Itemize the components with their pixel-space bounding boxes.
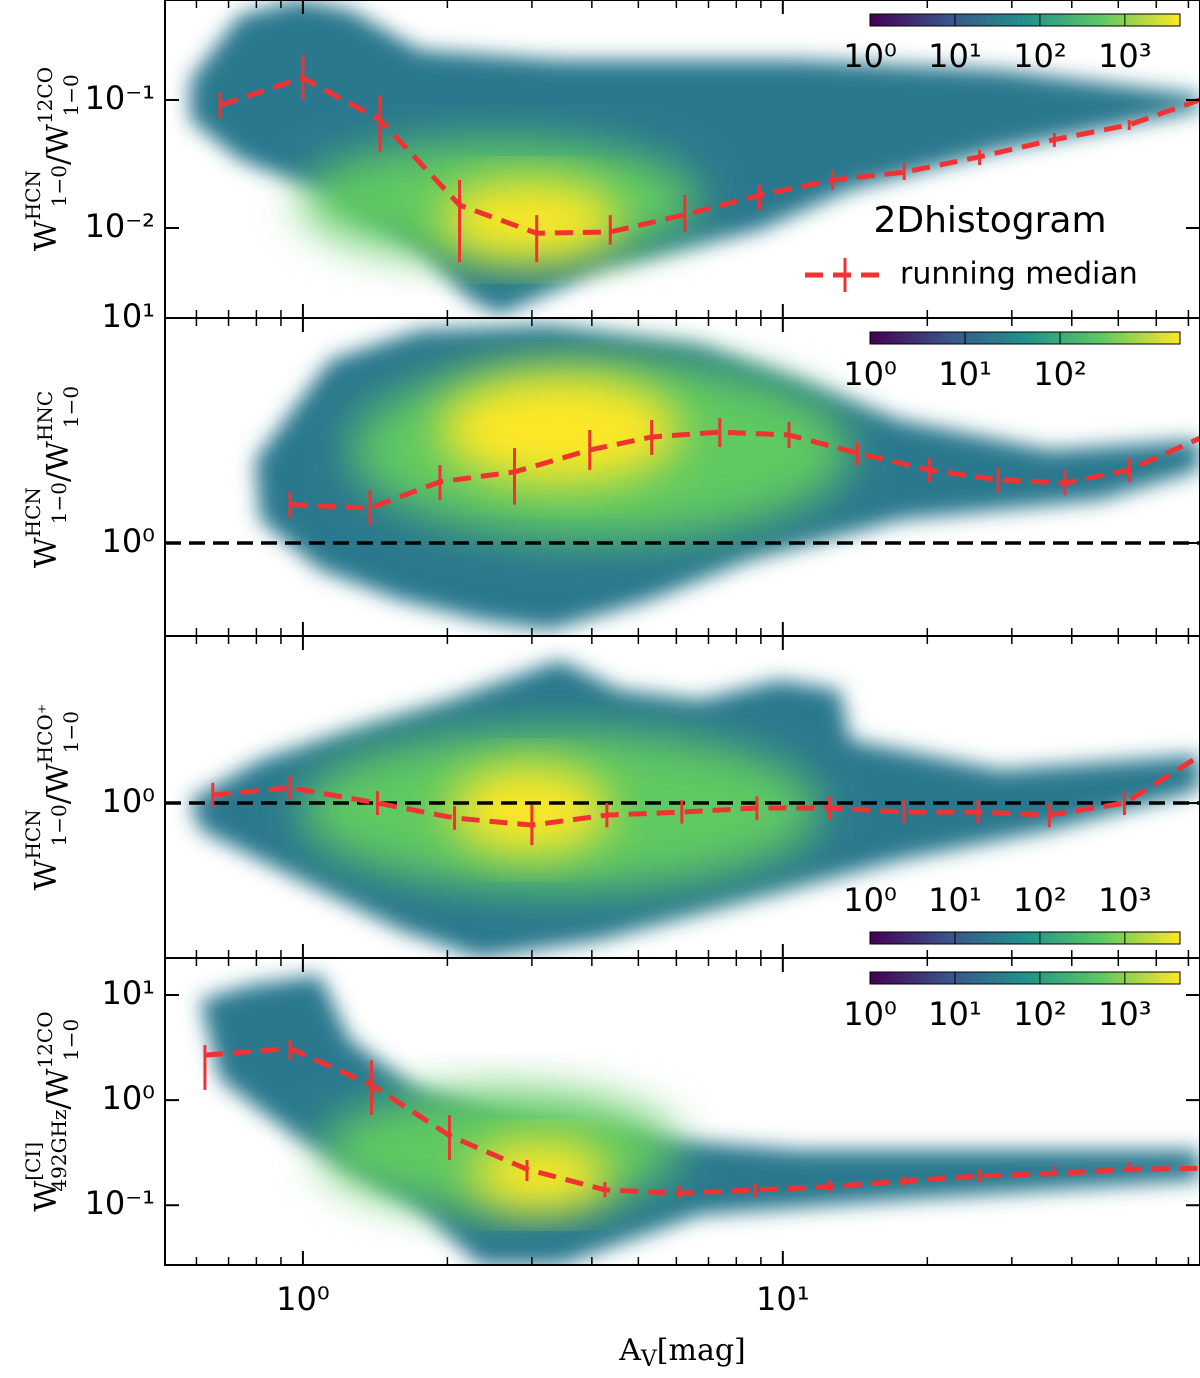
label-main: W xyxy=(29,537,64,568)
label-sup: HNC xyxy=(33,391,57,441)
colorbar-tick-label: 10¹ xyxy=(938,355,992,393)
x-axis-label: AV[mag] xyxy=(618,1333,746,1372)
series-group xyxy=(288,418,1200,526)
series-group xyxy=(211,752,1200,846)
label-main: W xyxy=(41,124,76,155)
label-main: W xyxy=(41,441,76,472)
annotation: 2Dhistogram xyxy=(873,200,1106,241)
colorbar xyxy=(869,13,1181,27)
colorbar-tick-label: 10⁰ xyxy=(843,355,897,393)
colorbar-tick-label: 10³ xyxy=(1098,881,1152,919)
y-axis-label: WHCN 1−0/WHNC 1−0 xyxy=(21,386,83,568)
median-line xyxy=(204,1045,1200,1196)
label-sub: 1−0 xyxy=(47,804,71,846)
label-main: W xyxy=(29,859,64,890)
y-axis-label: WHCN 1−0/WHCO⁺ 1−0 xyxy=(21,704,83,891)
label-sub: 1−0 xyxy=(47,165,71,207)
y-tick-label: 10¹ xyxy=(101,974,155,1012)
label-sep: / xyxy=(41,471,76,482)
colorbar-tick-label: 10² xyxy=(1013,995,1067,1033)
label-sep: / xyxy=(41,793,76,804)
colorbar-tick-label: 10¹ xyxy=(928,995,982,1033)
x-tick-label: 10⁰ xyxy=(276,1280,330,1318)
label-sup: 12CO xyxy=(33,1011,57,1068)
colorbar-tick-label: 10¹ xyxy=(928,881,982,919)
label-main: W xyxy=(29,220,64,251)
label-main: W xyxy=(29,1181,64,1212)
y-tick-label: 10⁻¹ xyxy=(85,79,155,117)
label-sep: / xyxy=(41,154,76,165)
label-sub: 1−0 xyxy=(59,1019,83,1061)
x-tick-label: 10¹ xyxy=(756,1280,810,1318)
colorbar xyxy=(869,971,1181,985)
label-sub: 1−0 xyxy=(59,711,83,753)
label-sub: 492GHz xyxy=(47,1109,71,1191)
y-tick-label: 10¹ xyxy=(101,297,155,335)
label-sep: / xyxy=(41,1098,76,1109)
density-shading xyxy=(190,0,1200,1265)
y-tick-label: 10⁻¹ xyxy=(85,1184,155,1222)
label-sup: HCN xyxy=(21,170,45,220)
y-tick-label: 10⁰ xyxy=(101,782,155,820)
colorbar-tick-label: 10⁰ xyxy=(843,995,897,1033)
label-sup: [CI] xyxy=(21,1142,45,1181)
y-axis-label: W[CI] 492GHz/W12CO 1−0 xyxy=(21,1011,83,1211)
label-sup: HCO⁺ xyxy=(33,704,57,764)
colorbar xyxy=(869,931,1181,945)
label-rest: [mag] xyxy=(657,1333,746,1368)
colorbar-tick-label: 10² xyxy=(1033,355,1087,393)
median-line xyxy=(219,75,1200,236)
label-sub: V xyxy=(640,1347,658,1372)
plot-frame xyxy=(164,957,1200,1266)
label-main: A xyxy=(618,1333,641,1368)
colorbar-tick-label: 10¹ xyxy=(928,37,982,75)
colorbar-tick-label: 10³ xyxy=(1098,995,1152,1033)
label-sup: 12CO xyxy=(33,67,57,124)
label-sub: 1−0 xyxy=(59,74,83,116)
label-main: W xyxy=(41,1068,76,1099)
label-sub: 1−0 xyxy=(59,386,83,428)
series-group xyxy=(218,54,1200,263)
y-tick-label: 10⁰ xyxy=(101,1079,155,1117)
colorbar-tick-label: 10² xyxy=(1013,37,1067,75)
label-sup: HCN xyxy=(21,487,45,537)
y-tick-label: 10⁰ xyxy=(101,522,155,560)
label-sup: HCN xyxy=(21,809,45,859)
colorbar-tick-label: 10⁰ xyxy=(843,881,897,919)
label-sub: 1−0 xyxy=(47,482,71,524)
legend-label: running median xyxy=(900,257,1138,292)
colorbar xyxy=(869,331,1181,345)
y-axis-label: WHCN 1−0/W12CO 1−0 xyxy=(21,67,83,251)
label-main: W xyxy=(41,763,76,794)
colorbar-tick-label: 10² xyxy=(1013,881,1067,919)
colorbar-tick-label: 10³ xyxy=(1098,37,1152,75)
y-tick-label: 10⁻² xyxy=(85,207,155,245)
series-group xyxy=(203,1040,1200,1199)
median-line xyxy=(212,752,1200,828)
colorbar-tick-label: 10⁰ xyxy=(843,37,897,75)
